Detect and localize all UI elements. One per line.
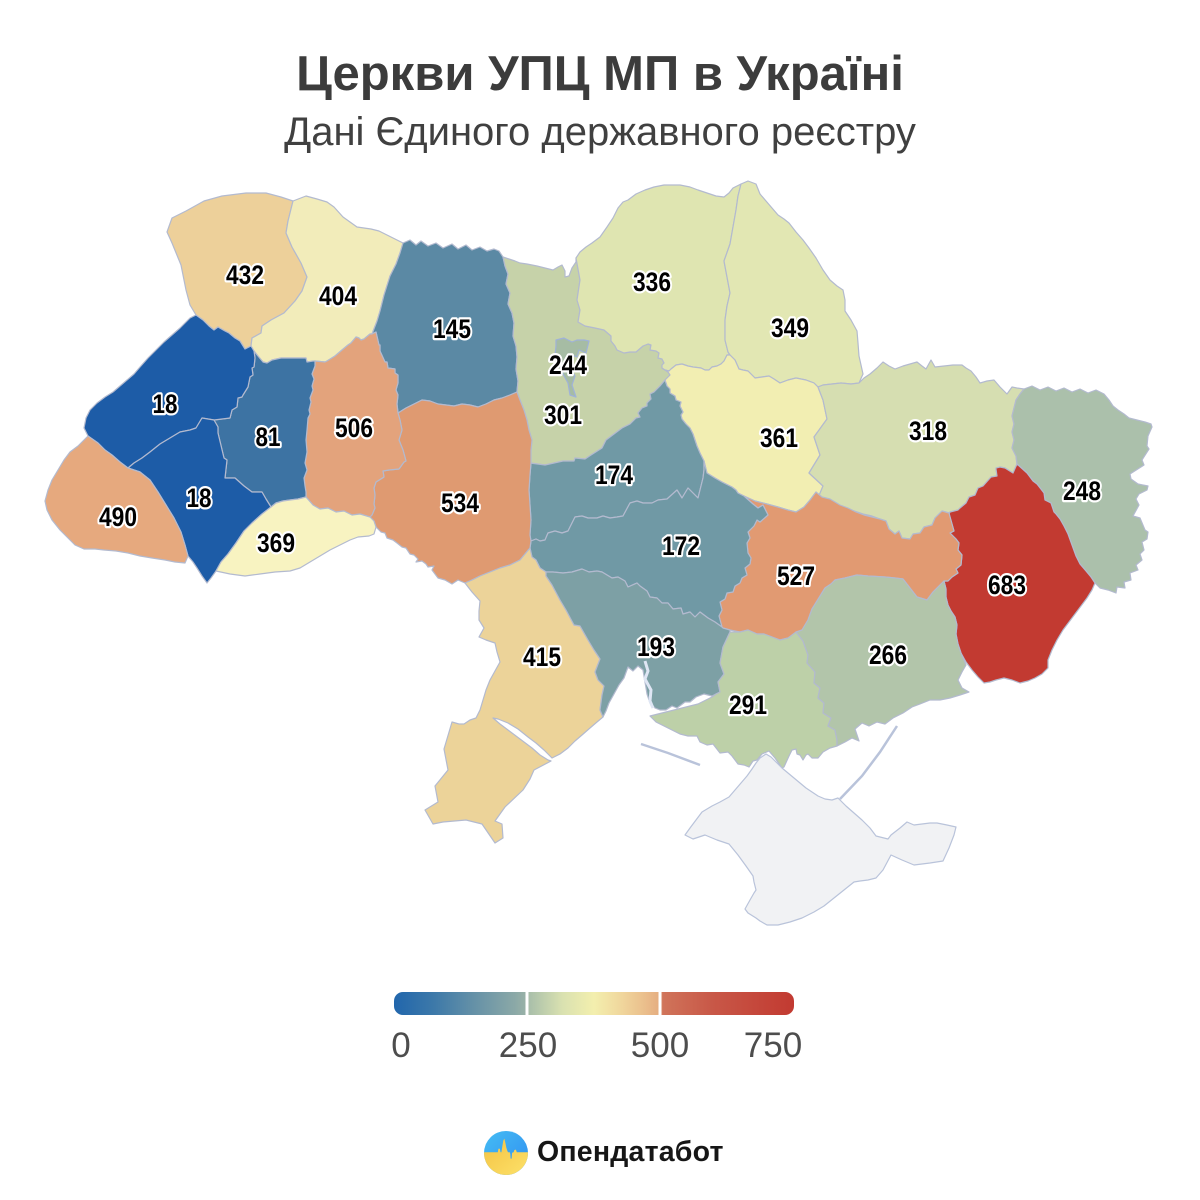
svg-text:244: 244: [549, 350, 587, 380]
svg-text:174: 174: [595, 460, 633, 490]
svg-text:750: 750: [744, 1026, 802, 1065]
svg-text:145: 145: [433, 314, 471, 344]
svg-text:Дані Єдиного державного реєстр: Дані Єдиного державного реєстру: [284, 110, 916, 154]
svg-text:266: 266: [869, 640, 907, 670]
svg-text:527: 527: [777, 561, 815, 591]
svg-text:0: 0: [391, 1026, 410, 1065]
svg-text:415: 415: [523, 642, 561, 672]
svg-text:301: 301: [544, 400, 582, 430]
svg-text:490: 490: [99, 502, 137, 532]
svg-text:18: 18: [187, 483, 212, 513]
svg-text:193: 193: [637, 632, 675, 662]
svg-text:336: 336: [633, 267, 671, 297]
svg-text:432: 432: [226, 260, 264, 290]
svg-text:349: 349: [771, 313, 809, 343]
svg-text:506: 506: [335, 413, 373, 443]
svg-text:318: 318: [909, 416, 947, 446]
svg-text:250: 250: [499, 1026, 557, 1065]
svg-text:18: 18: [153, 389, 178, 419]
svg-text:683: 683: [988, 570, 1026, 600]
svg-text:Церкви УПЦ МП в Україні: Церкви УПЦ МП в Україні: [296, 47, 904, 101]
svg-text:81: 81: [256, 422, 281, 452]
svg-text:404: 404: [319, 281, 357, 311]
svg-text:248: 248: [1063, 476, 1101, 506]
svg-text:361: 361: [760, 423, 798, 453]
svg-text:291: 291: [729, 690, 767, 720]
svg-text:172: 172: [662, 531, 700, 561]
svg-text:534: 534: [441, 488, 479, 518]
svg-text:Опендатабот: Опендатабот: [537, 1136, 724, 1168]
svg-text:369: 369: [257, 528, 295, 558]
svg-text:500: 500: [631, 1026, 689, 1065]
